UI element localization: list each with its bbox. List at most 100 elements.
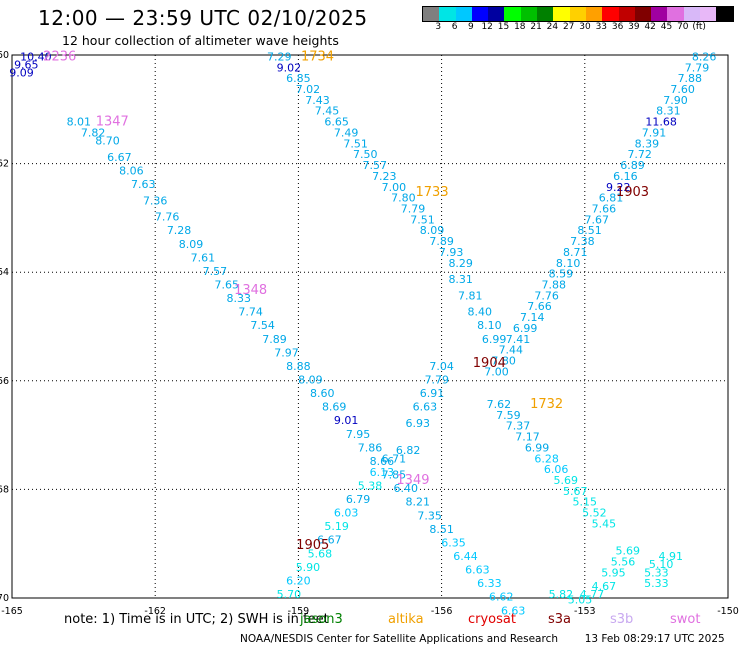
scale-label: 33: [595, 22, 608, 32]
track-time-label: 1348: [234, 283, 267, 298]
wave-height-value: 7.79: [425, 374, 450, 387]
wave-height-value: 7.57: [363, 159, 388, 172]
wave-height-value: 4.91: [658, 550, 683, 563]
wave-height-value: 5.69: [616, 545, 641, 558]
wave-height-value: 6.40: [394, 482, 419, 495]
longitude-tick-label: -150: [717, 606, 739, 617]
longitude-tick-label: -159: [288, 606, 310, 617]
scale-label: 21: [530, 22, 542, 32]
satellite-swot: swot: [670, 612, 701, 627]
wave-height-value: 7.29: [267, 50, 292, 63]
wave-height-value: 8.09: [179, 238, 204, 251]
wave-height-value: 8.26: [692, 50, 717, 63]
scale-swatch: [537, 7, 554, 21]
wave-height-value: 8.59: [549, 268, 574, 281]
track-time-label: 1903: [616, 185, 649, 200]
wave-height-color-scale: [422, 6, 734, 22]
wave-height-value: 7.85: [382, 469, 407, 482]
wave-height-value: 7.66: [527, 300, 552, 313]
track-time-label: 1349: [396, 473, 429, 488]
track-time-label: 1733: [416, 185, 449, 200]
wave-height-value: 8.10: [477, 319, 502, 332]
wave-height-value: 5.56: [611, 555, 636, 568]
wave-height-value: 9.65: [14, 59, 39, 72]
wave-height-value: 8.88: [286, 360, 311, 373]
scale-label: 42: [644, 22, 656, 32]
scale-swatch: [423, 7, 440, 21]
scale-label: (ft): [692, 22, 706, 32]
wave-height-value: 5.33: [644, 566, 669, 579]
wave-height-value: 6.35: [441, 536, 466, 549]
wave-height-value: 8.31: [448, 273, 473, 286]
track-time-label: 1904: [473, 356, 506, 371]
wave-height-value: 7.50: [353, 148, 378, 161]
scale-swatch: [634, 7, 652, 21]
wave-height-value: 8.71: [563, 246, 588, 259]
wave-height-value: 5.69: [553, 474, 578, 487]
scale-swatch: [569, 7, 586, 21]
scale-swatch: [455, 7, 472, 21]
wave-height-value: 7.91: [642, 126, 667, 139]
wave-height-value: 7.49: [334, 126, 359, 139]
wave-height-value: 8.51: [429, 523, 454, 536]
wave-height-value: 6.99: [525, 441, 550, 454]
track-time-label: 1734: [301, 49, 334, 64]
scale-label: 15: [497, 22, 510, 32]
wave-height-value: 6.82: [396, 444, 421, 457]
wave-height-value: 9.01: [334, 414, 359, 427]
scale-swatch: [439, 7, 456, 21]
wave-height-value: 6.28: [534, 452, 559, 465]
wave-height-value: 5.67: [563, 485, 588, 498]
wave-height-value: 7.72: [627, 148, 652, 161]
scale-swatch: [618, 7, 635, 21]
wave-height-value: 8.21: [405, 496, 430, 509]
wave-height-value: 7.57: [203, 265, 228, 278]
wave-height-value: 7.88: [542, 278, 567, 291]
scale-swatch: [471, 7, 489, 21]
scale-swatch: [602, 7, 619, 21]
scale-label: 36: [611, 22, 624, 32]
wave-height-value: 7.76: [534, 289, 559, 302]
latitude-tick-label: -62: [0, 159, 9, 170]
latitude-tick-label: -70: [0, 593, 9, 604]
satellite-jason3: jason3: [300, 612, 343, 627]
track-time-label: 1732: [530, 397, 563, 412]
wave-height-value: 7.82: [81, 126, 106, 139]
wave-height-value: 6.99: [513, 322, 538, 335]
wave-height-value: 5.05: [568, 593, 593, 606]
scale-swatch: [520, 7, 538, 21]
map-subtitle: 12 hour collection of altimeter wave hei…: [62, 33, 339, 48]
scale-label: 6: [451, 22, 458, 32]
wave-height-value: 6.65: [324, 116, 349, 129]
generated-timestamp: 13 Feb 08:29:17 UTC 2025: [584, 633, 725, 645]
wave-height-value: 6.16: [613, 170, 638, 183]
credit-text: NOAA/NESDIS Center for Satellite Applica…: [240, 633, 558, 645]
wave-height-value: 5.33: [644, 577, 669, 590]
longitude-tick-label: -156: [431, 606, 453, 617]
map-frame: [11, 54, 729, 599]
longitude-tick-label: -165: [1, 606, 23, 617]
wave-height-value: 7.90: [663, 94, 688, 107]
satellite-altika: altika: [388, 612, 424, 627]
wave-height-value: 6.63: [465, 564, 490, 577]
wave-height-value: 7.37: [506, 420, 531, 433]
wave-height-value: 6.13: [370, 466, 395, 479]
wave-height-value: 6.44: [453, 550, 478, 563]
wave-height-value: 4.77: [580, 588, 605, 601]
wave-height-value: 7.63: [131, 178, 156, 191]
wave-height-value: 5.70: [277, 588, 302, 601]
wave-height-value: 8.31: [656, 105, 681, 118]
wave-height-value: 8.29: [448, 257, 473, 270]
wave-height-value: 7.80: [391, 192, 416, 205]
wave-height-value: 7.86: [358, 441, 383, 454]
scale-label: 30: [579, 22, 591, 32]
wave-height-value: 6.91: [420, 387, 445, 400]
wave-height-value: 7.95: [346, 428, 371, 441]
wave-height-value: 8.10: [556, 257, 581, 270]
scale-label: 24: [546, 22, 559, 32]
wave-height-value: 6.89: [620, 159, 645, 172]
wave-height-value: 7.23: [372, 170, 397, 183]
wave-height-value: 6.67: [107, 151, 132, 164]
wave-height-value: 7.61: [191, 251, 216, 264]
scale-swatch: [504, 7, 521, 21]
